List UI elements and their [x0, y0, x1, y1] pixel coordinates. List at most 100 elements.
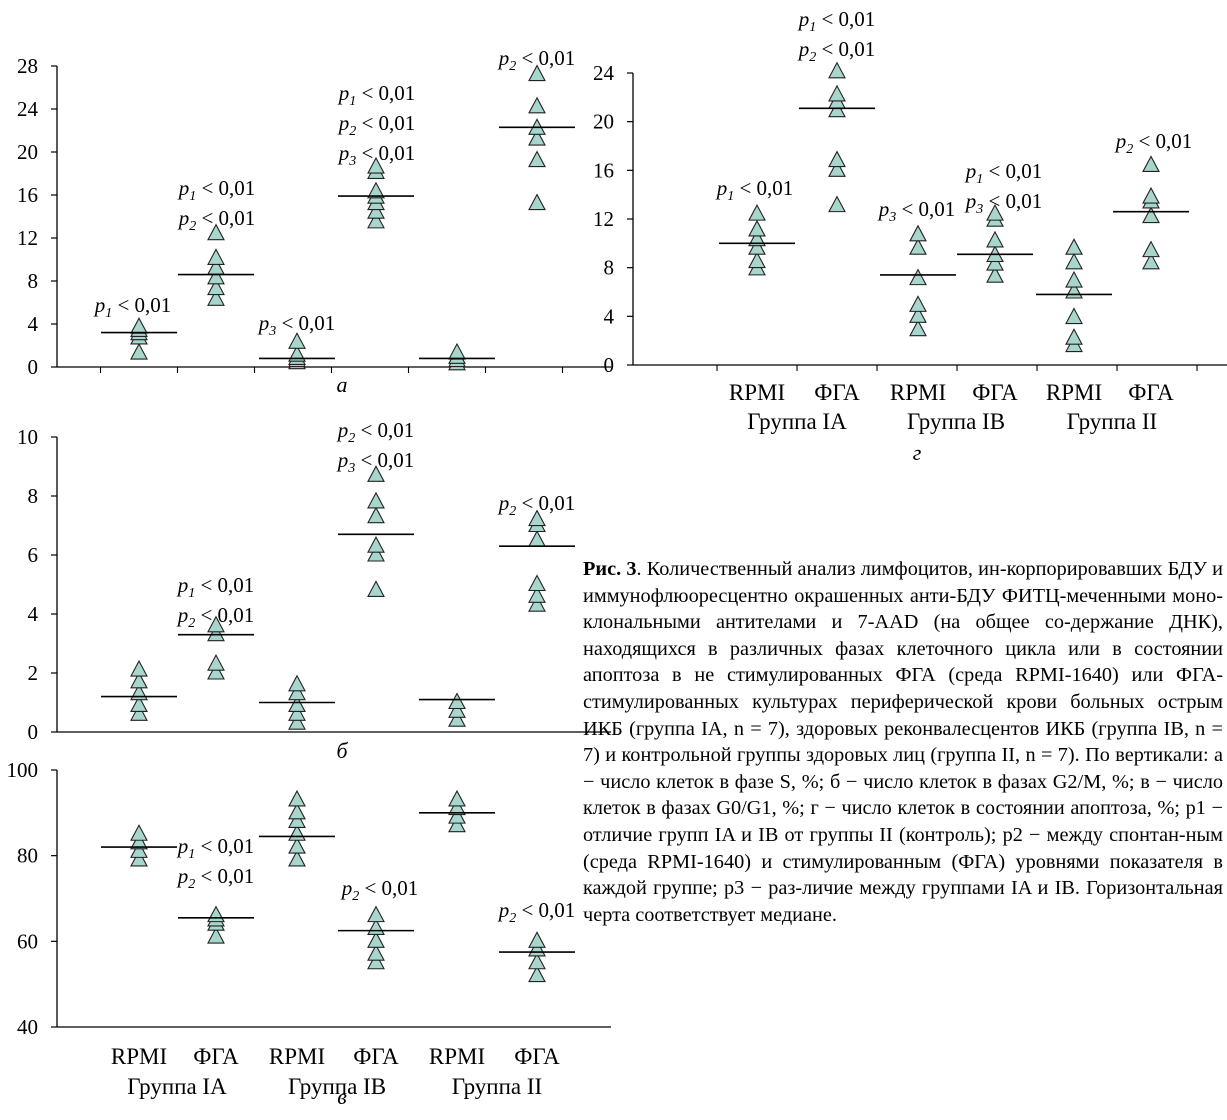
y-tick-label: 24 [593, 61, 615, 85]
y-tick-label: 100 [7, 758, 39, 782]
data-point [1065, 252, 1083, 270]
p-value-annotation: p2 < 0,01 [177, 206, 256, 234]
p-value-annotation: p2 < 0,01 [497, 491, 576, 519]
data-point [367, 202, 385, 219]
group-label: Группа IB [907, 409, 1005, 434]
data-point [130, 841, 148, 858]
data-point [288, 849, 306, 867]
x-category-label: ФГА [514, 1044, 560, 1069]
y-tick-label: 8 [604, 256, 615, 280]
data-point [748, 203, 766, 221]
y-tick-label: 10 [17, 425, 38, 449]
data-point [909, 224, 927, 242]
data-point [828, 160, 846, 177]
p-value-annotation: p2 < 0,01 [340, 876, 419, 904]
y-tick-label: 4 [28, 602, 39, 626]
data-point [288, 789, 306, 807]
p-value-annotation: p2 < 0,01 [497, 46, 576, 74]
data-point [986, 203, 1004, 221]
data-point [367, 952, 385, 970]
group-label: Группа IA [127, 1074, 227, 1099]
data-point [828, 61, 846, 79]
data-point [288, 695, 306, 713]
p-value-annotation: p2 < 0,01 [497, 898, 576, 926]
data-point [986, 253, 1004, 271]
data-point [288, 332, 306, 349]
data-point [130, 849, 148, 867]
x-category-label: ФГА [353, 1044, 399, 1069]
data-point [207, 289, 225, 306]
data-point [748, 238, 766, 255]
p-value-annotation: p2 < 0,01 [797, 37, 876, 65]
y-tick-label: 8 [28, 269, 39, 293]
p-value-annotation: p2 < 0,01 [1114, 129, 1193, 157]
data-point [1065, 270, 1083, 288]
p-value-annotation: p3 < 0,01 [964, 189, 1043, 217]
y-tick-label: 12 [593, 207, 614, 231]
data-point [130, 832, 148, 850]
x-category-label: RPMI [111, 1044, 167, 1069]
data-point [367, 156, 385, 174]
p-value-annotation: p3 < 0,01 [257, 311, 336, 339]
x-category-label: RPMI [890, 380, 946, 405]
panel-letter: б [336, 738, 348, 763]
data-point [288, 836, 306, 854]
data-point [288, 811, 306, 828]
data-point [1142, 240, 1160, 258]
data-point [828, 84, 846, 102]
data-point [367, 465, 385, 482]
data-point [528, 150, 546, 168]
data-point [207, 248, 225, 265]
data-point [909, 268, 927, 286]
data-point [748, 219, 766, 237]
data-point [1142, 252, 1160, 270]
data-point [909, 295, 927, 312]
y-tick-label: 4 [28, 312, 39, 336]
data-point [828, 195, 846, 213]
p-value-annotation: p1 < 0,01 [964, 159, 1043, 187]
data-point [130, 704, 148, 721]
p-value-annotation: p3 < 0,01 [877, 197, 956, 225]
panel-letter: г [913, 440, 922, 465]
x-category-label: RPMI [269, 1044, 325, 1069]
y-tick-label: 0 [28, 355, 39, 379]
x-category-label: RPMI [729, 380, 785, 405]
data-point [207, 278, 225, 296]
y-tick-label: 12 [17, 226, 38, 250]
y-tick-label: 40 [17, 1015, 38, 1039]
group-label: Группа II [1067, 409, 1157, 434]
data-point [1065, 328, 1083, 345]
data-point [207, 926, 225, 944]
data-point [448, 342, 466, 360]
panel-letter: а [337, 372, 348, 397]
data-point [828, 100, 846, 118]
data-point [367, 181, 385, 199]
data-point [448, 798, 466, 816]
data-point [986, 266, 1004, 283]
data-point [130, 342, 148, 360]
x-category-label: RPMI [1046, 380, 1102, 405]
p-value-annotation: p2 < 0,01 [176, 603, 255, 631]
data-point [130, 659, 148, 677]
data-point [288, 704, 306, 721]
data-point [528, 952, 546, 970]
data-point [367, 211, 385, 229]
data-point [528, 530, 546, 547]
data-point [528, 96, 546, 114]
data-point [1065, 307, 1083, 325]
data-point [207, 624, 225, 642]
p-value-annotation: p3 < 0,01 [336, 448, 415, 476]
data-point [448, 806, 466, 824]
caption-label: Рис. 3 [583, 558, 637, 580]
data-point [1142, 186, 1160, 204]
data-point [986, 230, 1004, 248]
data-point [130, 671, 148, 689]
data-point [448, 789, 466, 807]
y-tick-label: 80 [17, 844, 38, 868]
data-point [367, 944, 385, 961]
p-value-annotation: p2 < 0,01 [337, 111, 416, 139]
data-point [288, 802, 306, 820]
data-point [748, 229, 766, 247]
